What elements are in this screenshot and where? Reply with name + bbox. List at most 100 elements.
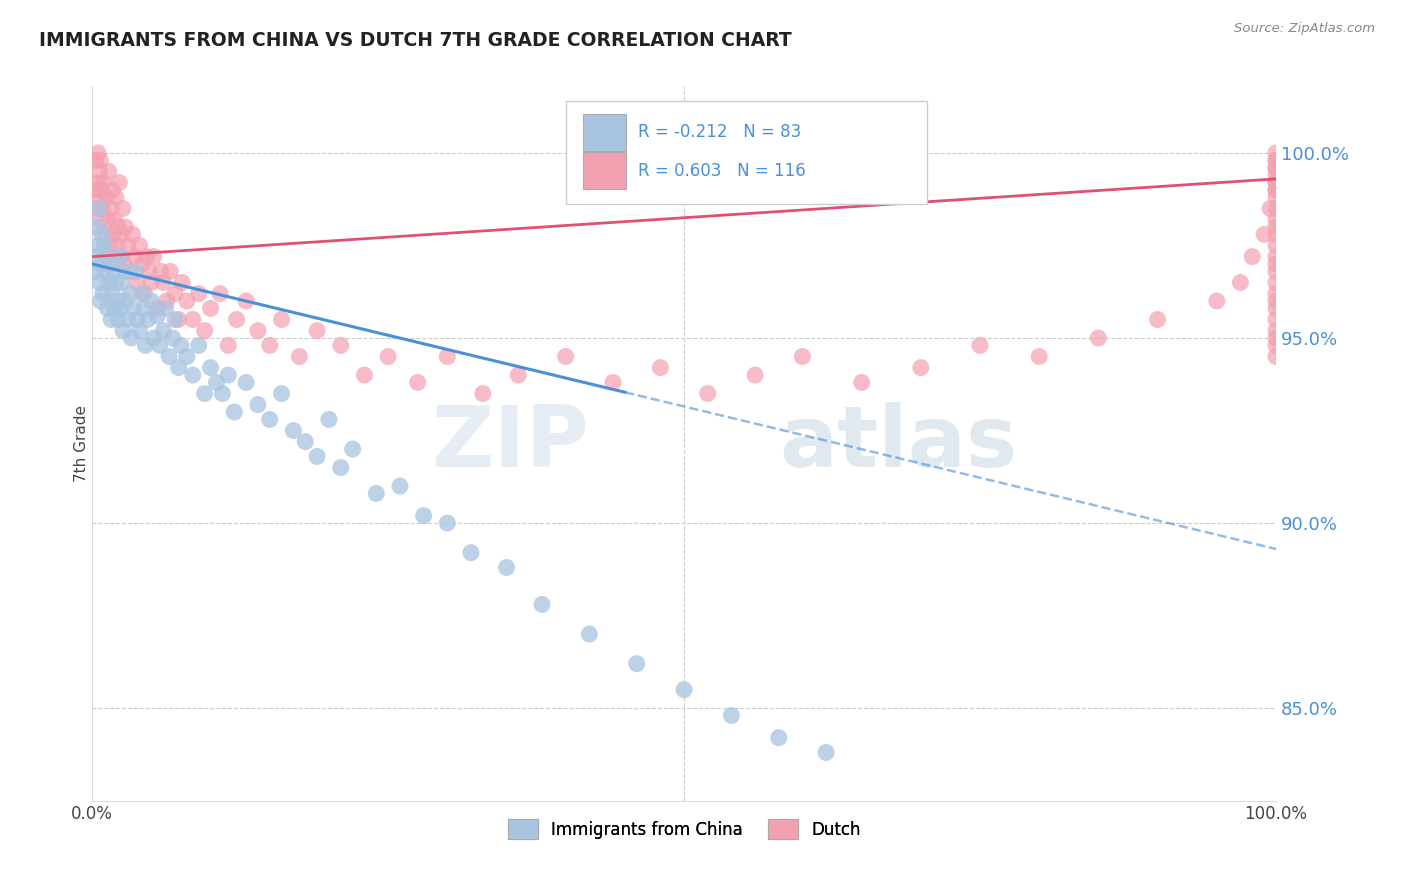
Point [1265, 350, 1288, 364]
Point [104, 301, 127, 316]
Point [127, 276, 149, 290]
Point [1265, 183, 1288, 197]
Point [1265, 227, 1288, 242]
Point [90, 227, 112, 242]
Point [89, 164, 111, 178]
Point [146, 301, 169, 316]
Point [142, 250, 165, 264]
Point [122, 301, 145, 316]
Point [111, 324, 134, 338]
Point [142, 331, 165, 345]
Point [1265, 161, 1288, 175]
Point [128, 324, 150, 338]
Point [436, 516, 458, 530]
Point [117, 238, 139, 252]
Point [270, 312, 292, 326]
Point [508, 368, 530, 382]
Point [720, 708, 742, 723]
Point [194, 386, 217, 401]
Point [1265, 264, 1288, 278]
Point [86, 202, 108, 216]
Point [176, 350, 198, 364]
Point [1265, 286, 1288, 301]
Point [673, 682, 696, 697]
Point [120, 331, 142, 345]
Point [146, 309, 169, 323]
Point [97, 301, 120, 316]
Point [97, 276, 120, 290]
Point [270, 386, 292, 401]
Point [87, 176, 110, 190]
Text: R = -0.212   N = 83: R = -0.212 N = 83 [638, 123, 801, 141]
Point [149, 338, 172, 352]
Point [101, 286, 124, 301]
Point [307, 450, 329, 464]
Point [89, 212, 111, 227]
Point [108, 250, 131, 264]
Point [163, 312, 186, 326]
Point [217, 338, 239, 352]
Point [83, 183, 105, 197]
Point [1265, 257, 1288, 271]
Point [103, 227, 125, 242]
Point [366, 486, 388, 500]
Text: atlas: atlas [779, 402, 1017, 485]
Point [134, 338, 156, 352]
Point [97, 212, 120, 227]
Point [1241, 250, 1264, 264]
Point [89, 190, 111, 204]
Text: R = 0.603   N = 116: R = 0.603 N = 116 [638, 161, 806, 179]
Point [127, 312, 149, 326]
Point [388, 479, 411, 493]
Point [89, 276, 111, 290]
Point [412, 508, 434, 523]
Point [89, 202, 111, 216]
Point [111, 202, 134, 216]
Point [200, 301, 222, 316]
Point [176, 293, 198, 308]
Point [1265, 212, 1288, 227]
Point [217, 368, 239, 382]
Point [224, 405, 246, 419]
Point [342, 442, 364, 456]
Point [318, 412, 340, 426]
Point [86, 219, 108, 234]
Point [1265, 312, 1288, 326]
Point [1265, 153, 1288, 168]
Point [1265, 324, 1288, 338]
Point [1265, 183, 1288, 197]
Point [1265, 168, 1288, 182]
Text: ZIP: ZIP [432, 402, 589, 485]
Point [329, 338, 352, 352]
Point [128, 238, 150, 252]
Point [851, 376, 873, 390]
Point [208, 286, 231, 301]
Point [187, 286, 209, 301]
Point [211, 386, 233, 401]
Point [110, 250, 132, 264]
Point [91, 202, 114, 216]
Point [94, 227, 117, 242]
Point [910, 360, 932, 375]
Point [1265, 331, 1288, 345]
Point [100, 202, 122, 216]
Legend: Immigrants from China, Dutch: Immigrants from China, Dutch [501, 813, 868, 846]
Point [135, 250, 157, 264]
Point [155, 301, 177, 316]
Point [205, 376, 228, 390]
Point [696, 386, 718, 401]
Point [194, 324, 217, 338]
Point [98, 257, 121, 271]
Point [1265, 176, 1288, 190]
Point [157, 350, 180, 364]
Point [602, 376, 624, 390]
Point [136, 312, 159, 326]
Point [1265, 219, 1288, 234]
Point [969, 338, 991, 352]
Point [94, 264, 117, 278]
Point [650, 360, 672, 375]
Point [1265, 190, 1288, 204]
Point [554, 350, 576, 364]
Point [125, 264, 148, 278]
FancyBboxPatch shape [565, 101, 927, 204]
